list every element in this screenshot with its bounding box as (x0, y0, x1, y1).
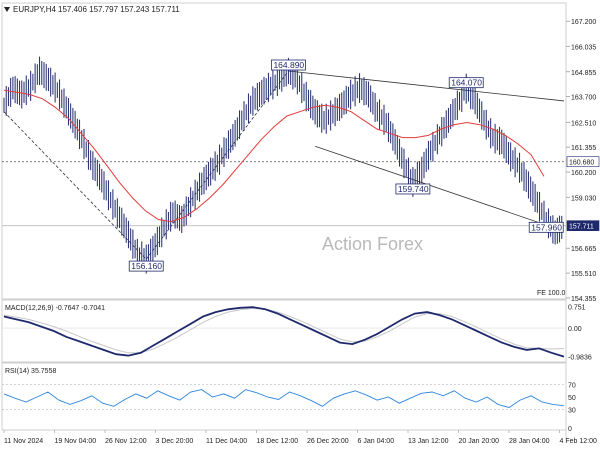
level-tag-label: 160.680 (569, 160, 594, 167)
macd-panel (1, 299, 567, 363)
y-tick-label: 154.355 (571, 296, 596, 303)
x-tick-label: 26 Dec 20:00 (307, 438, 349, 445)
grid-layer (2, 161, 566, 227)
macd-layer: 0.751 0.00 -0.9836 (2, 304, 592, 362)
rsi-tick-label: 30 (568, 407, 576, 414)
macd-line (3, 306, 565, 358)
time-axis: 11 Nov 2024 19 Nov 04:00 26 Nov 12:00 3 Dec… (3, 430, 597, 445)
y-tick-label: 161.355 (571, 145, 596, 152)
macd-signal-line (3, 307, 565, 354)
x-tick-label: 18 Dec 12:00 (257, 438, 299, 445)
macd-title: MACD(12,26,9) -0.7647 -0.7041 (5, 305, 105, 312)
watermark: Action Forex (322, 234, 423, 254)
rsi-layer: 70 50 30 0 (2, 383, 576, 433)
x-tick-label: 11 Dec 04:00 (206, 438, 247, 445)
rsi-title: RSI(14) 35.7558 (5, 368, 56, 375)
triangle-down-icon[interactable] (4, 7, 10, 12)
trendline (314, 145, 556, 229)
rsi-panel (1, 362, 567, 431)
price-point-label: 164.890 (273, 60, 304, 70)
y-tick-label: 166.035 (571, 44, 596, 51)
rsi-tick-label: 0 (568, 426, 572, 433)
price-point-box (271, 59, 306, 71)
x-tick-label: 19 Nov 04:00 (55, 438, 97, 445)
y-tick-label: 167.200 (571, 19, 596, 26)
price-point-box (128, 260, 164, 272)
y-tick-label: 160.200 (571, 170, 596, 177)
price-point-label: 164.070 (451, 78, 482, 88)
y-tick-label: 163.700 (571, 95, 596, 102)
level-tag (566, 156, 600, 168)
x-tick-label: 13 Jan 12:00 (408, 438, 449, 445)
rsi-line (3, 389, 565, 408)
y-tick-label: 159.030 (571, 195, 596, 202)
rsi-tick-label: 70 (568, 383, 576, 390)
rsi-panel-border (1, 362, 567, 431)
chart-header: EURJPY,H4 157.406 157.797 157.243 157.71… (4, 5, 180, 14)
price-point-box (395, 183, 431, 195)
x-tick-label: 20 Jan 20:00 (459, 438, 500, 445)
trendline (288, 70, 565, 102)
level-tag-label: 157.711 (569, 224, 594, 231)
x-tick-label: 11 Nov 2024 (4, 438, 43, 445)
symbol-label: EURJPY,H4 (13, 5, 57, 14)
price-point-label: 157.960 (531, 222, 562, 232)
level-tag (566, 220, 600, 231)
macd-tick-label: 0.00 (568, 326, 582, 333)
y-tick-label: 164.855 (571, 70, 596, 77)
price-point-box (528, 221, 564, 233)
price-labels-layer: 156.160 164.890 159.740 164.070 157.960 (128, 59, 564, 272)
ohlc-values: 157.406 157.797 157.243 157.711 (58, 5, 180, 14)
price-point-label: 156.160 (131, 261, 162, 271)
x-tick-label: 28 Jan 04:00 (509, 438, 550, 445)
price-layer (3, 56, 565, 274)
x-tick-label: 3 Dec 20:00 (156, 438, 194, 445)
x-tick-label: 4 Feb 12:00 (560, 438, 597, 445)
price-point-label: 159.740 (398, 184, 429, 194)
x-tick-label: 6 Jan 04:00 (358, 438, 395, 445)
trendline (3, 111, 147, 260)
moving-average-line (3, 89, 545, 223)
macd-tick-label: -0.9836 (568, 355, 592, 362)
y-tick-label: 162.510 (571, 120, 596, 127)
price-axis: 167.200 166.035 164.855 163.700 162.510 161.3… (566, 19, 600, 303)
price-point-box (448, 77, 484, 89)
y-tick-label: 155.510 (571, 271, 596, 278)
fe-label: FE 100.0 (537, 290, 566, 297)
x-tick-label: 26 Nov 12:00 (105, 438, 147, 445)
rsi-tick-label: 50 (568, 395, 576, 402)
y-tick-label: 156.665 (571, 246, 596, 253)
macd-panel-border (1, 299, 567, 363)
macd-tick-label: 0.751 (568, 304, 586, 311)
